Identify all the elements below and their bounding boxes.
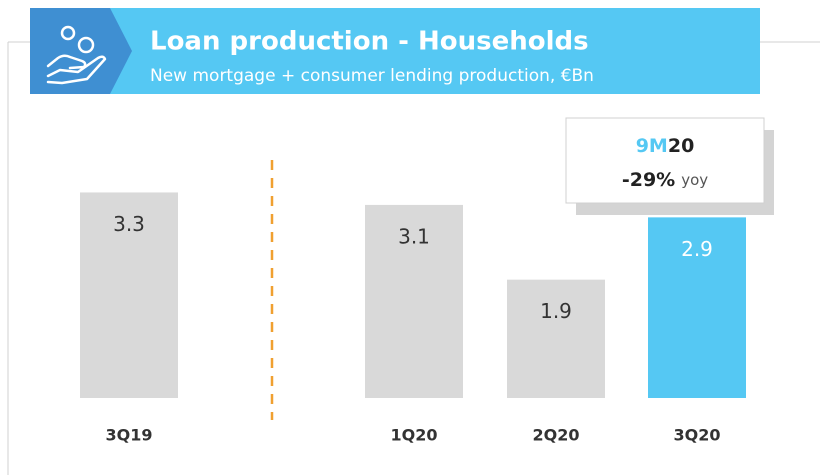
value-label: 2.9 (681, 237, 713, 261)
callout-box (565, 117, 765, 204)
x-tick-label: 3Q19 (106, 426, 153, 445)
callout-period-suffix: 20 (668, 135, 694, 157)
value-label: 1.9 (540, 299, 572, 323)
chart-title: Loan production - Households (150, 27, 589, 57)
bar (80, 192, 178, 398)
x-tick-label: 1Q20 (391, 426, 438, 445)
hand-coins-icon (46, 25, 107, 85)
header-banner (100, 8, 760, 94)
callout-period-prefix: 9M (636, 135, 668, 157)
chart-subtitle: New mortgage + consumer lending producti… (150, 66, 594, 86)
callout-period: 9M20 (636, 135, 695, 157)
x-tick-label: 3Q20 (674, 426, 721, 445)
bar (365, 204, 463, 398)
bar (648, 217, 746, 398)
bar (507, 279, 605, 398)
callout-change: -29% yoy (622, 169, 708, 191)
callout-change-unit: yoy (681, 171, 708, 189)
value-label: 3.3 (113, 212, 145, 236)
value-label: 3.1 (398, 224, 430, 248)
callout-change-value: -29% (622, 169, 675, 191)
x-tick-label: 2Q20 (533, 426, 580, 445)
